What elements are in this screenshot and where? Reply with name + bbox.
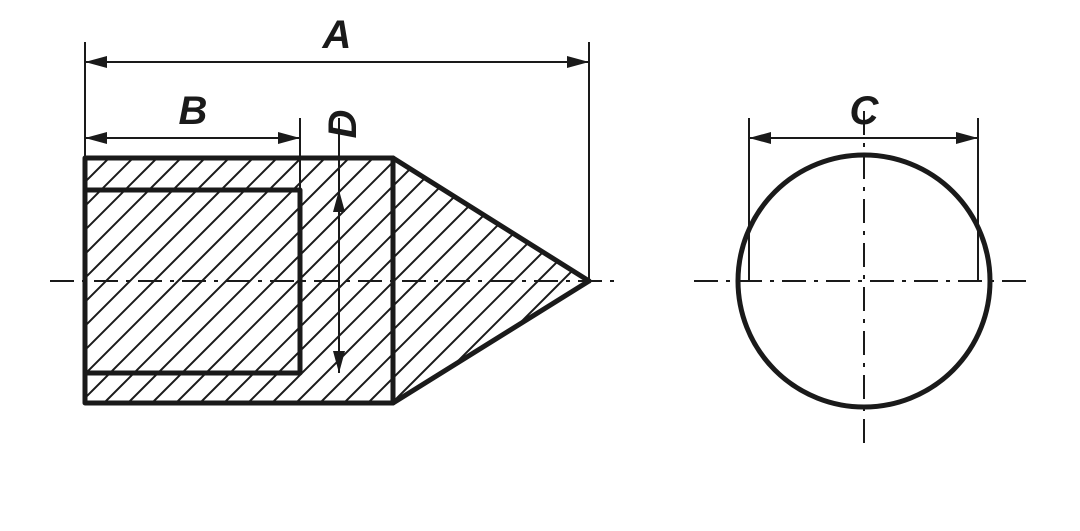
end-view-circle (738, 155, 990, 407)
dim-label-B: B (179, 89, 208, 133)
dim-label-A: A (322, 13, 352, 57)
dim-label-D: D (321, 110, 365, 139)
dim-label-C: C (850, 89, 880, 133)
